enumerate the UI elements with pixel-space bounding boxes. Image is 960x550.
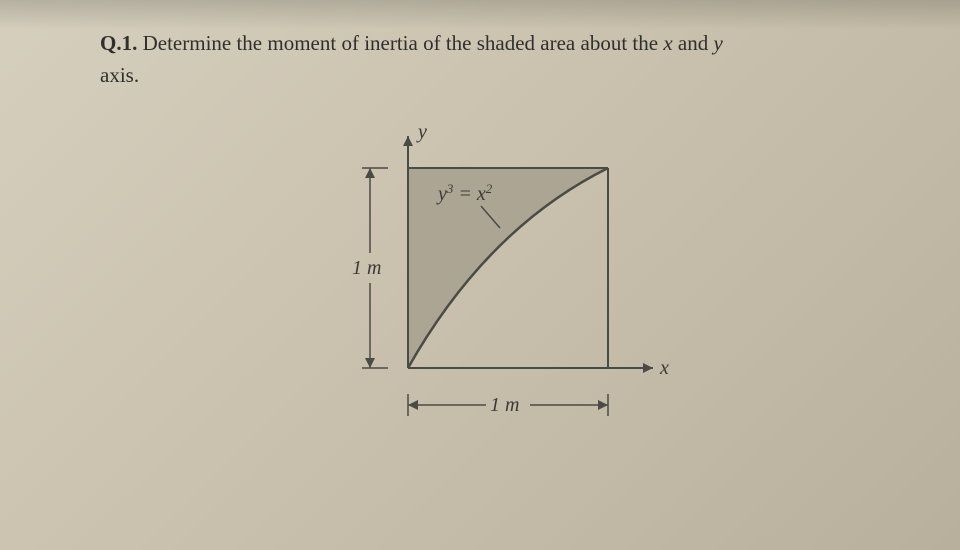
y-axis-label: y xyxy=(416,121,427,143)
dim-height-label: 1 m xyxy=(352,257,381,279)
x-axis-arrow xyxy=(643,363,653,373)
figure-svg: y x y3 = x2 1 m 1 m xyxy=(318,118,698,438)
dim-h-arrow-top xyxy=(365,168,375,178)
var-y: y xyxy=(713,31,722,55)
x-axis-label: x xyxy=(659,357,669,379)
question-number: Q.1. xyxy=(100,31,137,55)
eq-sup2: 2 xyxy=(486,181,493,196)
eq-mid: = x xyxy=(453,183,485,205)
question-body-1: Determine the moment of inertia of the s… xyxy=(143,31,664,55)
question-text: Q.1. Determine the moment of inertia of … xyxy=(100,28,930,91)
y-axis-arrow xyxy=(403,136,413,146)
equation-label: y3 = x2 xyxy=(436,181,493,205)
question-body-2: and xyxy=(673,31,714,55)
question-body-3: axis. xyxy=(100,63,139,87)
dim-h-arrow-bot xyxy=(365,358,375,368)
var-x: x xyxy=(663,31,672,55)
dim-w-arrow-l xyxy=(408,400,418,410)
figure: y x y3 = x2 1 m 1 m xyxy=(318,118,698,438)
dim-w-arrow-r xyxy=(598,400,608,410)
dim-width-label: 1 m xyxy=(490,394,519,416)
eq-y: y xyxy=(436,183,447,205)
